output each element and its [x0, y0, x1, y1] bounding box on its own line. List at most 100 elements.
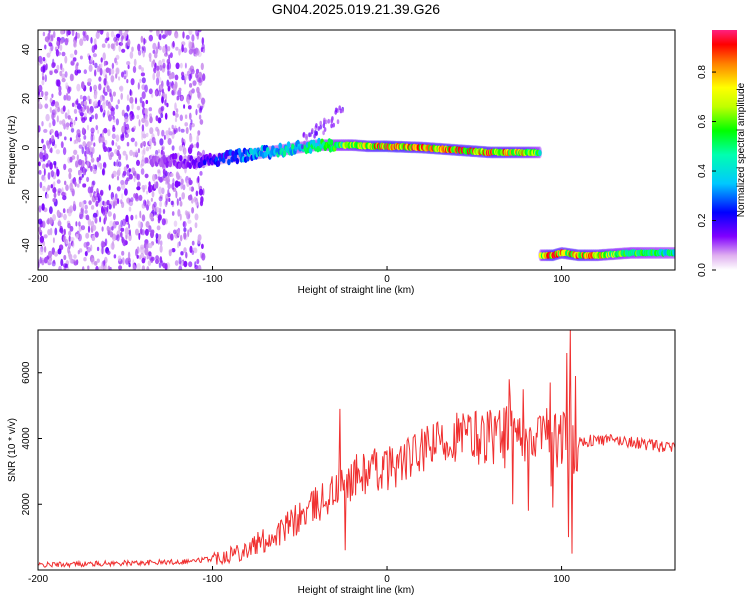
noise-speckle: [86, 105, 90, 114]
noise-speckle: [112, 126, 116, 132]
noise-speckle: [131, 103, 134, 110]
noise-speckle: [59, 44, 63, 51]
noise-speckle: [94, 62, 98, 69]
noise-speckle: [198, 77, 202, 84]
noise-speckle: [71, 102, 75, 108]
noise-speckle: [117, 145, 121, 151]
noise-speckle: [187, 99, 190, 105]
noise-speckle: [166, 79, 170, 87]
noise-speckle: [86, 176, 90, 183]
noise-speckle: [86, 246, 91, 253]
noise-speckle: [144, 173, 149, 179]
noise-speckle: [156, 65, 160, 71]
noise-speckle: [136, 105, 141, 111]
noise-speckle: [77, 250, 80, 255]
noise-speckle: [77, 32, 80, 39]
noise-speckle: [100, 135, 105, 144]
noise-speckle: [111, 133, 116, 140]
noise-speckle: [153, 52, 158, 59]
noise-speckle: [56, 179, 61, 184]
noise-speckle: [79, 213, 84, 220]
noise-speckle: [75, 116, 78, 121]
noise-speckle: [315, 130, 319, 136]
noise-speckle: [39, 248, 44, 255]
noise-speckle: [105, 67, 110, 73]
noise-speckle: [130, 214, 134, 221]
noise-speckle: [106, 31, 110, 38]
noise-speckle: [183, 104, 186, 109]
noise-speckle: [76, 83, 81, 92]
track-main-mark: [227, 158, 231, 166]
snr-x-tick-label: -200: [28, 574, 48, 585]
noise-speckle: [76, 103, 82, 110]
noise-speckle: [171, 124, 174, 130]
noise-speckle: [116, 234, 120, 242]
noise-speckle: [103, 98, 106, 105]
noise-speckle: [111, 242, 115, 251]
noise-speckle: [332, 122, 336, 128]
noise-speckle: [110, 152, 114, 157]
noise-speckle: [47, 160, 52, 167]
noise-speckle: [168, 54, 171, 60]
noise-speckle: [120, 134, 125, 139]
noise-speckle: [54, 143, 57, 149]
noise-speckle: [323, 127, 327, 132]
noise-speckle: [135, 149, 138, 156]
noise-speckle: [103, 265, 107, 270]
noise-speckle: [169, 52, 173, 59]
noise-speckle: [115, 104, 119, 110]
noise-speckle: [90, 37, 93, 44]
noise-speckle: [148, 254, 153, 261]
noise-speckle: [191, 250, 195, 255]
noise-speckle: [163, 134, 166, 140]
noise-speckle: [195, 48, 200, 56]
noise-speckle: [336, 119, 340, 125]
noise-speckle: [178, 126, 181, 132]
snr-x-label: Height of straight line (km): [298, 585, 415, 596]
spectrogram-y-tick-label: -20: [21, 189, 32, 204]
noise-speckle: [182, 184, 186, 191]
noise-speckle: [177, 228, 180, 237]
noise-speckle: [52, 237, 55, 244]
noise-speckle: [75, 221, 78, 227]
noise-speckle: [194, 261, 197, 268]
noise-speckle: [197, 175, 200, 183]
noise-speckle: [69, 53, 74, 59]
noise-speckle: [121, 109, 125, 117]
noise-speckle: [103, 60, 106, 67]
noise-speckle: [108, 203, 112, 210]
noise-speckle: [148, 225, 152, 233]
noise-speckle: [77, 233, 82, 242]
noise-speckle: [67, 86, 71, 94]
noise-speckle: [138, 194, 143, 201]
noise-speckle: [46, 141, 51, 149]
noise-speckle: [174, 117, 178, 123]
noise-speckle: [185, 127, 189, 134]
noise-speckle: [73, 149, 78, 155]
noise-speckle: [90, 257, 95, 265]
noise-speckle: [141, 133, 144, 141]
noise-speckle: [165, 198, 168, 206]
noise-speckle: [138, 232, 141, 241]
noise-speckle: [151, 93, 154, 98]
noise-speckle: [167, 69, 170, 77]
noise-speckle: [49, 70, 53, 76]
noise-speckle: [188, 73, 192, 82]
noise-speckle: [175, 127, 178, 133]
noise-speckle: [106, 85, 110, 93]
noise-speckle: [65, 184, 69, 191]
noise-speckle: [156, 72, 160, 78]
colorbar-tick-label: 0.2: [697, 213, 708, 227]
noise-speckle: [56, 209, 60, 217]
noise-speckle: [106, 205, 109, 213]
noise-speckle: [140, 35, 144, 43]
noise-speckle: [61, 191, 66, 197]
noise-speckle: [88, 200, 92, 205]
snr-x-tick-label: 0: [384, 574, 390, 585]
noise-speckle: [126, 104, 130, 112]
noise-speckle: [106, 146, 111, 153]
noise-speckle: [70, 237, 75, 242]
track-main-mark: [291, 143, 295, 150]
noise-speckle: [39, 232, 43, 237]
noise-speckle: [75, 63, 79, 72]
